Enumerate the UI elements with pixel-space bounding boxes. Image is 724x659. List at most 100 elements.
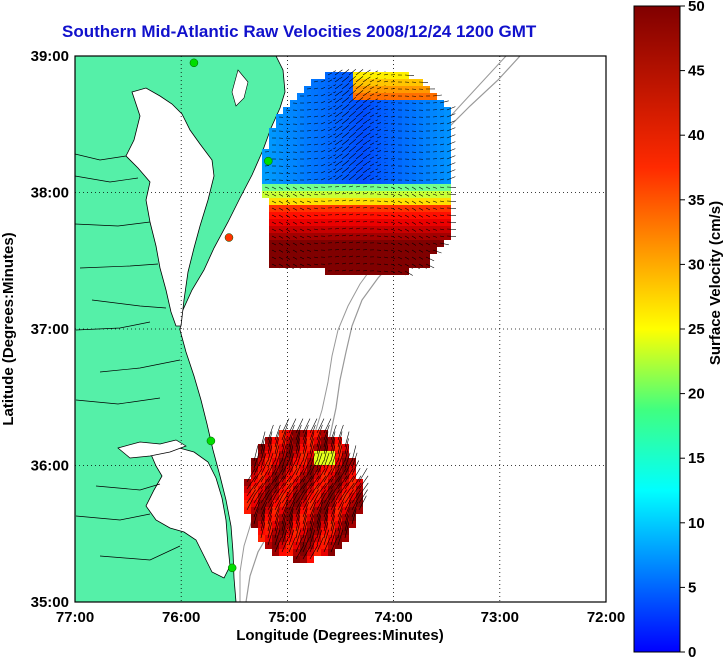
velocity-cell bbox=[304, 156, 311, 163]
velocity-vector bbox=[330, 508, 336, 525]
velocity-vector bbox=[446, 200, 456, 202]
velocity-vector bbox=[348, 96, 357, 104]
velocity-vector bbox=[274, 495, 283, 511]
velocity-cell bbox=[332, 100, 339, 107]
velocity-cell bbox=[402, 72, 409, 79]
velocity-cell bbox=[300, 437, 307, 444]
velocity-cell bbox=[276, 128, 283, 135]
velocity-cell bbox=[339, 184, 346, 191]
velocity-cell bbox=[444, 212, 451, 219]
velocity-cell bbox=[374, 240, 381, 247]
velocity-cell bbox=[409, 100, 416, 107]
velocity-cell bbox=[325, 135, 332, 142]
velocity-cell bbox=[381, 184, 388, 191]
velocity-vector bbox=[323, 445, 329, 462]
velocity-cell bbox=[304, 149, 311, 156]
velocity-vector bbox=[348, 145, 357, 153]
velocity-cell bbox=[258, 465, 265, 472]
velocity-vector bbox=[267, 424, 274, 441]
velocity-cell bbox=[251, 521, 258, 528]
velocity-vector bbox=[274, 501, 282, 518]
velocity-cell bbox=[339, 100, 346, 107]
velocity-vector bbox=[309, 522, 315, 539]
velocity-cell bbox=[353, 268, 360, 275]
velocity-vector bbox=[348, 138, 357, 146]
velocity-vector bbox=[302, 438, 307, 455]
velocity-cell bbox=[293, 444, 300, 451]
velocity-cell bbox=[262, 163, 269, 170]
velocity-cell bbox=[318, 233, 325, 240]
velocity-vector bbox=[446, 127, 456, 132]
velocity-vector bbox=[316, 495, 325, 511]
velocity-cell bbox=[395, 86, 402, 93]
velocity-cell bbox=[311, 247, 318, 254]
x-tick-label: 73:00 bbox=[481, 609, 519, 626]
velocity-vector bbox=[344, 460, 352, 476]
velocity-cell bbox=[381, 156, 388, 163]
velocity-vector bbox=[351, 475, 362, 490]
velocity-vector bbox=[281, 445, 287, 462]
velocity-cell bbox=[304, 219, 311, 226]
velocity-vector bbox=[281, 495, 290, 511]
velocity-vector bbox=[348, 103, 357, 111]
velocity-cell bbox=[437, 107, 444, 114]
velocity-cell bbox=[304, 135, 311, 142]
velocity-cell bbox=[335, 458, 342, 465]
y-axis-label: Latitude (Degrees:Minutes) bbox=[0, 232, 17, 425]
velocity-cell bbox=[430, 100, 437, 107]
velocity-vector bbox=[369, 84, 379, 90]
velocity-vector bbox=[316, 460, 324, 476]
velocity-cell bbox=[374, 135, 381, 142]
x-axis-label: Longitude (Degrees:Minutes) bbox=[236, 627, 444, 644]
velocity-cell bbox=[283, 177, 290, 184]
velocity-vector bbox=[267, 482, 278, 497]
velocity-cell bbox=[325, 177, 332, 184]
velocity-cell bbox=[423, 100, 430, 107]
velocity-vector bbox=[344, 508, 350, 525]
velocity-cell bbox=[293, 514, 300, 521]
velocity-cell bbox=[388, 135, 395, 142]
velocity-cell bbox=[430, 107, 437, 114]
velocity-cell bbox=[297, 107, 304, 114]
velocity-cell bbox=[276, 121, 283, 128]
velocity-cell bbox=[374, 184, 381, 191]
velocity-cell bbox=[258, 493, 265, 500]
velocity-cell bbox=[374, 86, 381, 93]
velocity-cell bbox=[430, 226, 437, 233]
velocity-vector bbox=[362, 104, 371, 111]
velocity-cell bbox=[265, 486, 272, 493]
velocity-vector bbox=[341, 111, 350, 118]
velocity-vector bbox=[260, 460, 268, 476]
velocity-cell bbox=[353, 226, 360, 233]
colorbar-label: Surface Velocity (cm/s) bbox=[707, 201, 724, 365]
velocity-cell bbox=[286, 528, 293, 535]
velocity-vector bbox=[323, 495, 332, 511]
velocity-cell bbox=[293, 472, 300, 479]
velocity-cell bbox=[286, 542, 293, 549]
velocity-vector bbox=[330, 501, 338, 518]
velocity-cell bbox=[402, 100, 409, 107]
velocity-cell bbox=[430, 114, 437, 121]
velocity-cell bbox=[304, 247, 311, 254]
velocity-cell bbox=[318, 191, 325, 198]
velocity-vector bbox=[288, 438, 293, 455]
velocity-vector bbox=[369, 70, 379, 76]
velocity-cell bbox=[342, 535, 349, 542]
velocity-vector bbox=[309, 460, 317, 476]
velocity-cell bbox=[311, 114, 318, 121]
velocity-cell bbox=[444, 107, 451, 114]
velocity-cell bbox=[444, 191, 451, 198]
velocity-cell bbox=[272, 451, 279, 458]
velocity-cell bbox=[395, 177, 402, 184]
velocity-cell bbox=[279, 458, 286, 465]
velocity-cell bbox=[279, 500, 286, 507]
velocity-vector bbox=[267, 460, 275, 476]
velocity-cell bbox=[300, 549, 307, 556]
velocity-cell bbox=[381, 93, 388, 100]
velocity-cell bbox=[272, 465, 279, 472]
velocity-cell bbox=[381, 240, 388, 247]
velocity-cell bbox=[360, 163, 367, 170]
velocity-cell bbox=[444, 177, 451, 184]
velocity-cell bbox=[416, 156, 423, 163]
velocity-cell bbox=[279, 542, 286, 549]
